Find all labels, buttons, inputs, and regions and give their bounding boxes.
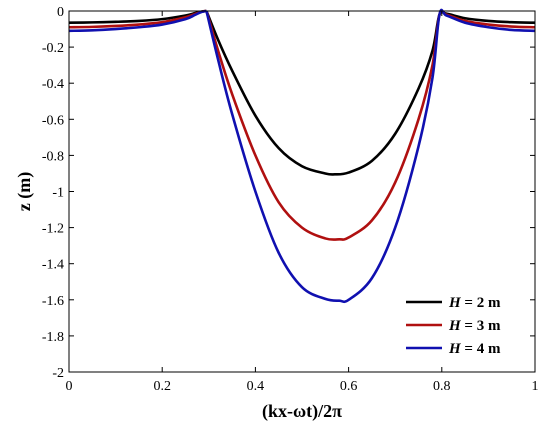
x-tick-label: 0.6 [340, 379, 358, 394]
y-tick-label: 0 [57, 5, 64, 20]
y-tick-label: -1.4 [42, 258, 64, 273]
series-lines [68, 8, 536, 304]
series-line-1 [68, 9, 536, 176]
series-line-2 [68, 9, 536, 241]
y-tick-label: -0.8 [42, 149, 64, 164]
legend-label: H = 2 m [448, 295, 501, 311]
series-line-3 [68, 8, 536, 304]
x-tick-label: 1 [532, 379, 539, 394]
legend-label: H = 3 m [448, 318, 501, 334]
y-tick-label: -1.6 [42, 294, 64, 309]
y-tick-label: -1.2 [42, 222, 64, 237]
axis-tick-labels: 0 0.2 0.4 0.6 0.8 1 0 -0.2 -0.4 -0.6 -0.8 -1 -1.2 -1.… [42, 5, 539, 394]
legend-label: H = 4 m [448, 341, 501, 357]
legend: H = 2 m H = 3 m H = 4 m [400, 289, 530, 364]
x-tick-label: 0.8 [433, 379, 451, 394]
y-tick-label: -0.2 [42, 41, 64, 56]
x-tick-label: 0.2 [153, 379, 171, 394]
y-tick-label: -0.6 [42, 113, 64, 128]
x-axis-title: (kx-ωt)/2π [262, 401, 342, 422]
x-tick-label: 0 [66, 379, 73, 394]
x-tick-label: 0.4 [247, 379, 265, 394]
y-tick-label: -1 [52, 186, 64, 201]
y-axis-title: z (m) [14, 172, 35, 211]
y-tick-label: -2 [52, 366, 64, 381]
y-tick-label: -1.8 [42, 330, 64, 345]
axis-ticks [68, 10, 536, 373]
y-tick-label: -0.4 [42, 77, 64, 92]
